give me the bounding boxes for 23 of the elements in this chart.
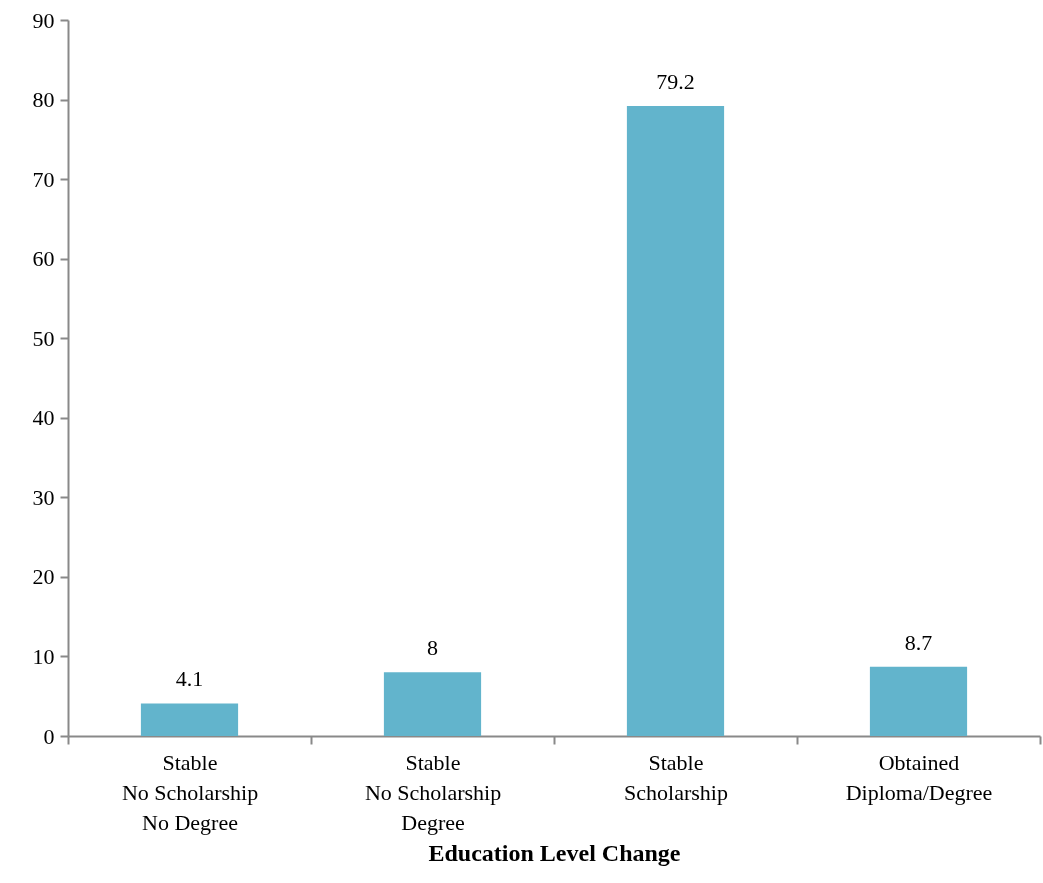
bar xyxy=(383,672,482,736)
y-tick-label: 50 xyxy=(32,325,55,351)
y-tick-label: 20 xyxy=(32,564,55,590)
data-label: 8.7 xyxy=(904,629,933,655)
bar xyxy=(869,666,968,736)
y-tick-label: 80 xyxy=(32,87,55,113)
y-tick-label: 60 xyxy=(32,246,55,272)
data-label: 4.1 xyxy=(175,666,204,692)
y-tick-label: 10 xyxy=(32,643,55,669)
y-tick-label: 90 xyxy=(32,7,55,33)
y-tick-label: 30 xyxy=(32,484,55,510)
x-tick-label: Stable No Scholarship Degree xyxy=(364,749,502,835)
bar xyxy=(626,105,725,736)
x-tick-label: Obtained Diploma/Degree xyxy=(845,749,993,805)
data-label: 8 xyxy=(427,635,438,661)
x-tick-label: Stable Scholarship xyxy=(624,749,728,805)
bar xyxy=(140,703,239,736)
y-tick-label: 70 xyxy=(32,166,55,192)
x-tick-label: Stable No Scholarship No Degree xyxy=(121,749,259,835)
data-label: 79.2 xyxy=(656,68,695,94)
x-axis-title: Education Level Change xyxy=(428,839,681,866)
y-tick-label: 0 xyxy=(43,723,55,749)
y-tick-label: 40 xyxy=(32,405,55,431)
